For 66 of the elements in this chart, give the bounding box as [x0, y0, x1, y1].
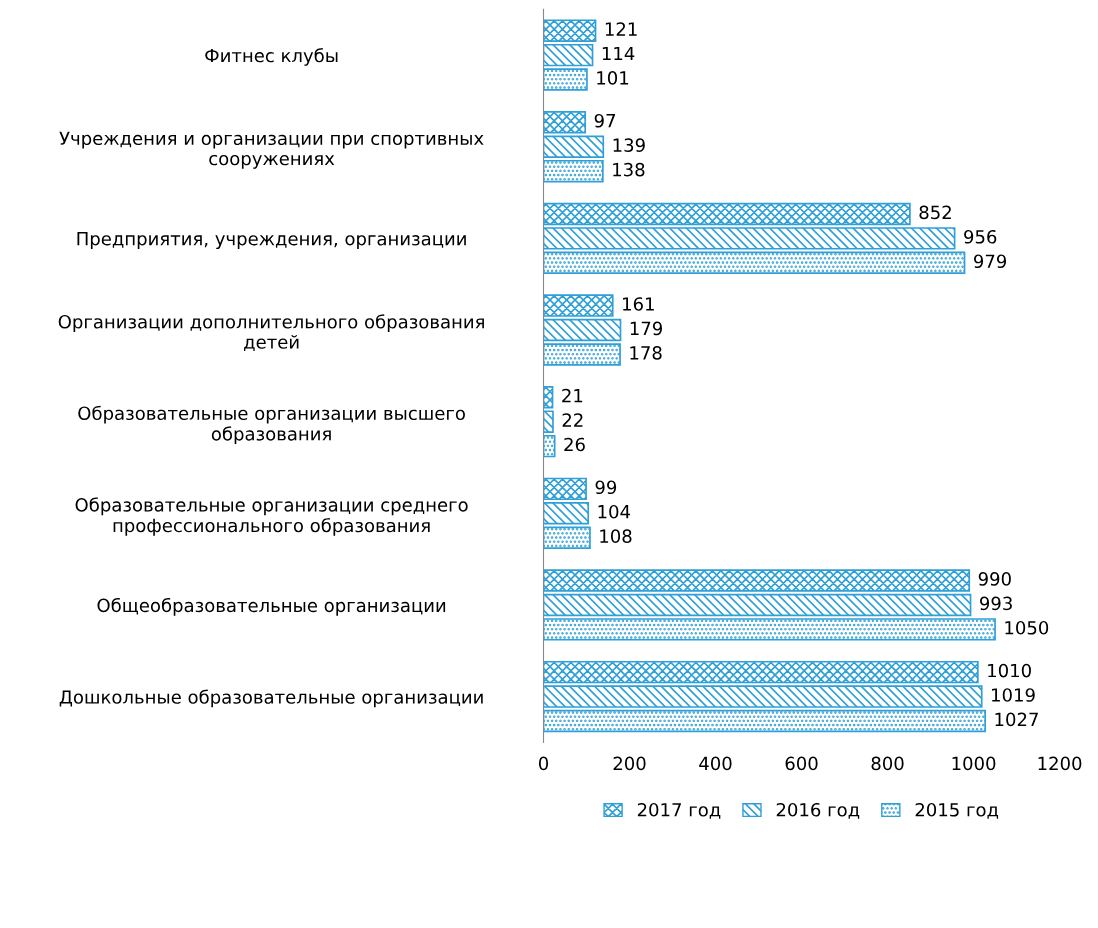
y-tick-label: Образовательные организации среднего профессионального образования: [75, 497, 468, 536]
data-label: 1010: [988, 663, 1031, 678]
data-label: 21: [562, 388, 583, 403]
bar: [543, 410, 554, 433]
data-label: 990: [978, 572, 1011, 586]
bar: [543, 159, 604, 183]
data-label: 1027: [995, 712, 1038, 727]
y-tick-label: Фитнес клубы: [205, 48, 338, 66]
bar: [543, 202, 911, 226]
data-label: 114: [602, 46, 635, 61]
data-label: 99: [595, 480, 617, 495]
data-label: 956: [964, 229, 997, 244]
data-label: 1019: [992, 688, 1035, 702]
bar: [543, 434, 556, 458]
x-tick-label: 800: [871, 756, 904, 771]
bar: [543, 343, 621, 366]
data-label: 101: [597, 71, 629, 85]
y-tick-label: Учреждения и организации при спортивных сооружениях: [59, 131, 484, 169]
bar: [543, 318, 622, 342]
legend-label: 2017 год: [637, 802, 721, 819]
data-label: 161: [623, 297, 654, 311]
bar: [543, 68, 588, 91]
x-tick-label: 200: [613, 756, 646, 771]
data-label: 26: [564, 437, 585, 452]
data-label: 22: [562, 413, 583, 427]
bar: [543, 227, 956, 250]
x-tick-label: 1000: [952, 756, 996, 771]
data-label: 138: [613, 162, 645, 177]
data-label: 179: [630, 321, 663, 336]
y-tick-label: Общеобразовательные организации: [97, 597, 446, 616]
bar: [543, 618, 996, 641]
y-tick-label: Предприятия, учреждения, организации: [77, 232, 466, 249]
legend-label: 2015 год: [915, 802, 999, 819]
data-label: 852: [919, 205, 951, 220]
data-label: 1050: [1005, 620, 1049, 635]
data-label: 993: [980, 596, 1012, 611]
y-tick-label: Организации дополнительного образования детей: [58, 314, 484, 352]
x-tick-label: 600: [785, 756, 818, 771]
x-tick-label: 1200: [1038, 756, 1082, 771]
bar: [543, 502, 590, 525]
bar: [543, 593, 972, 617]
bar: [543, 19, 597, 42]
bar: [543, 43, 594, 67]
data-label: 108: [600, 529, 632, 543]
bar: [543, 294, 614, 317]
data-label: 104: [598, 504, 631, 519]
bar: [543, 660, 979, 684]
bar: [543, 386, 554, 409]
y-tick-label: Дошкольные образовательные организации: [59, 689, 483, 708]
legend-label: 2016 год: [776, 802, 860, 819]
y-tick-label: Образовательные организации высшего образования: [78, 405, 465, 445]
x-tick-label: 0: [538, 756, 549, 771]
data-label: 979: [974, 254, 1007, 269]
data-label: 121: [605, 22, 637, 36]
bar: [543, 135, 605, 158]
bar: [543, 709, 987, 733]
x-tick-label: 400: [699, 756, 732, 771]
data-label: 139: [613, 138, 645, 152]
bar: [543, 251, 966, 275]
bar: [543, 477, 587, 501]
data-label: 97: [594, 113, 615, 128]
data-label: 178: [630, 346, 662, 360]
bar: [543, 526, 591, 549]
bar: [543, 569, 971, 592]
bar: [543, 685, 983, 708]
bar: [543, 111, 587, 134]
